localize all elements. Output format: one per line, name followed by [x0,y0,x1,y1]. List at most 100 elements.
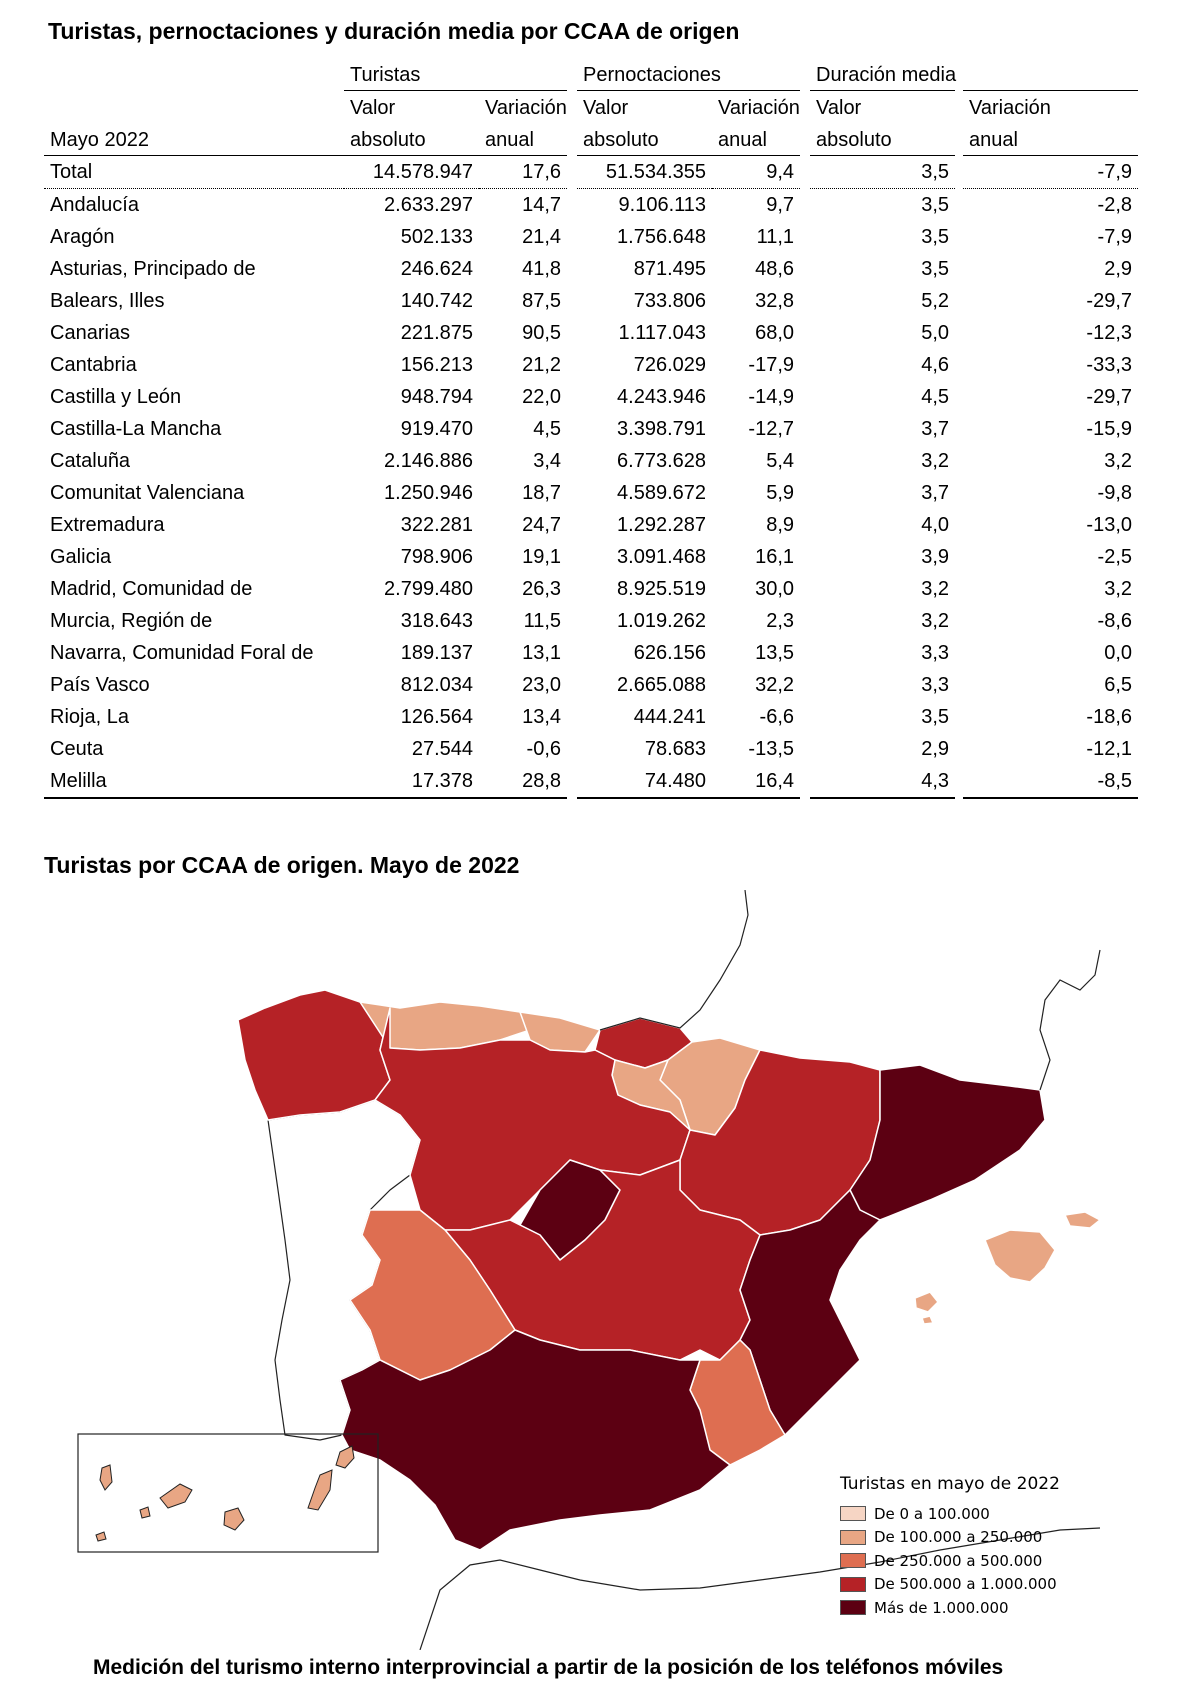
turistas-var: 19,1 [522,546,562,568]
pernoctaciones-var: 16,4 [712,765,801,799]
duracion-abs: 3,2 [921,450,950,472]
region-name: Navarra, Comunidad Foral de [50,642,314,664]
el-hierro-island [95,1531,107,1542]
legend-label: De 0 a 100.000 [874,1504,990,1523]
table-row: Cataluña 2.146.886 3,4 6.773.628 5,4 3,2 3,2 [44,445,1138,477]
turistas-abs: 812.034 [400,674,473,696]
pernoctaciones-var: -6,6 [759,706,795,728]
pernoctaciones-abs: 1.019.262 [617,610,707,632]
pernoctaciones-abs: 51.534.355 [577,155,713,189]
legend-title: Turistas en mayo de 2022 [840,1474,1060,1494]
subheader-label: Variación [718,97,800,119]
duracion-abs: 4,0 [921,514,950,536]
gran-canaria-island [223,1507,245,1531]
region-name: Cantabria [50,354,137,376]
turistas-abs: 27.544 [411,738,473,760]
turistas-abs: 1.250.946 [384,482,473,504]
pernoctaciones-var: 8,9 [766,514,795,536]
pernoctaciones-var: 2,3 [766,610,795,632]
region-name: País Vasco [50,674,150,696]
turistas-abs: 189.137 [400,642,473,664]
duracion-var: -29,7 [1086,290,1133,312]
subheader-label: absoluto [810,123,956,156]
turistas-abs: 126.564 [400,706,473,728]
mallorca-island [984,1229,1056,1283]
duracion-var: -18,6 [1086,706,1133,728]
table-row: Galicia 798.906 19,1 3.091.468 16,1 3,9 -2,5 [44,541,1138,573]
pernoctaciones-abs: 871.495 [633,258,707,280]
region-name: Castilla y León [50,386,182,408]
turistas-var: 26,3 [522,578,562,600]
region-name: Madrid, Comunidad de [50,578,253,600]
canarias-inset-frame [77,1433,379,1553]
subheader-label: Variación [969,97,1051,119]
turistas-var: 13,4 [522,706,562,728]
duracion-var: -15,9 [1086,418,1133,440]
subheader-label: anual [963,123,1139,156]
duracion-var: -7,9 [1097,226,1133,248]
pernoctaciones-abs: 6.773.628 [617,450,707,472]
turistas-abs: 919.470 [400,418,473,440]
table-title: Turistas, pernoctaciones y duración medi… [48,18,740,44]
group-header-row: Turistas Pernoctaciones Duración media [44,58,1139,91]
legend-label: De 100.000 a 250.000 [874,1528,1043,1547]
pernoctaciones-var: -17,9 [748,354,795,376]
duracion-abs: 3,2 [921,578,950,600]
formentera-island [921,1315,934,1325]
group-pernoctaciones: Pernoctaciones [577,58,801,91]
pernoctaciones-abs: 444.241 [633,706,707,728]
turistas-var: 23,0 [522,674,562,696]
fuerteventura-island [307,1469,333,1511]
legend-item: De 500.000 a 1.000.000 [840,1573,1060,1597]
region-name: Cataluña [50,450,131,472]
turistas-abs: 2.146.886 [384,450,473,472]
map-title: Turistas por CCAA de origen. Mayo de 202… [44,852,520,878]
turistas-abs: 948.794 [400,386,473,408]
pernoctaciones-var: 48,6 [755,258,795,280]
pernoctaciones-abs: 4.243.946 [617,386,707,408]
france-coast-outline [599,890,749,1031]
turistas-abs: 798.906 [400,546,473,568]
duracion-abs: 3,7 [921,482,950,504]
region-name: Extremadura [50,514,165,536]
duracion-var: 3,2 [1104,578,1133,600]
tourism-table: Turistas Pernoctaciones Duración media V… [44,58,1139,799]
duracion-var: -7,9 [963,155,1139,189]
africa-coast-outline [419,1527,1101,1650]
table-row: Extremadura 322.281 24,7 1.292.287 8,9 4,0 -13… [44,509,1138,541]
turistas-abs: 322.281 [400,514,473,536]
pernoctaciones-var: 13,5 [755,642,795,664]
duracion-abs: 5,2 [921,290,950,312]
andalucia-region [339,1329,731,1551]
pernoctaciones-var: 32,8 [755,290,795,312]
turistas-var: 28,8 [479,765,568,799]
turistas-var: 22,0 [522,386,562,408]
duracion-var: -8,5 [963,765,1139,799]
region-name: Melilla [44,765,344,799]
pernoctaciones-var: 9,7 [766,194,795,216]
pernoctaciones-var: 30,0 [755,578,795,600]
duracion-var: -29,7 [1086,386,1133,408]
table-row: Ceuta 27.544 -0,6 78.683 -13,5 2,9 -12,1 [44,733,1138,765]
pernoctaciones-abs: 1.292.287 [617,514,707,536]
region-name: Rioja, La [50,706,129,728]
duracion-abs: 3,9 [921,546,950,568]
region-name: Asturias, Principado de [50,258,256,280]
region-name: Total [44,155,344,189]
table-total-row: Total 14.578.947 17,6 51.534.355 9,4 3,5 -7,9 [44,155,1139,189]
footer-text: Medición del turismo interno interprovin… [93,1656,1004,1679]
legend-swatch [840,1506,866,1522]
table-row: Rioja, La 126.564 13,4 444.241 -6,6 3,5 -18,6 [44,701,1138,733]
duracion-abs: 3,2 [921,610,950,632]
turistas-var: 24,7 [522,514,562,536]
duracion-var: 3,2 [1104,450,1133,472]
la-gomera-island [139,1506,151,1519]
duracion-abs: 3,5 [921,258,950,280]
turistas-var: 13,1 [522,642,562,664]
turistas-abs: 17.378 [344,765,479,799]
table-row: Andalucía 2.633.297 14,7 9.106.113 9,7 3,5 -2,… [44,189,1138,222]
turistas-var: 3,4 [533,450,562,472]
tenerife-island [159,1483,193,1509]
pernoctaciones-abs: 3.398.791 [617,418,707,440]
pernoctaciones-var: 11,1 [756,226,795,248]
